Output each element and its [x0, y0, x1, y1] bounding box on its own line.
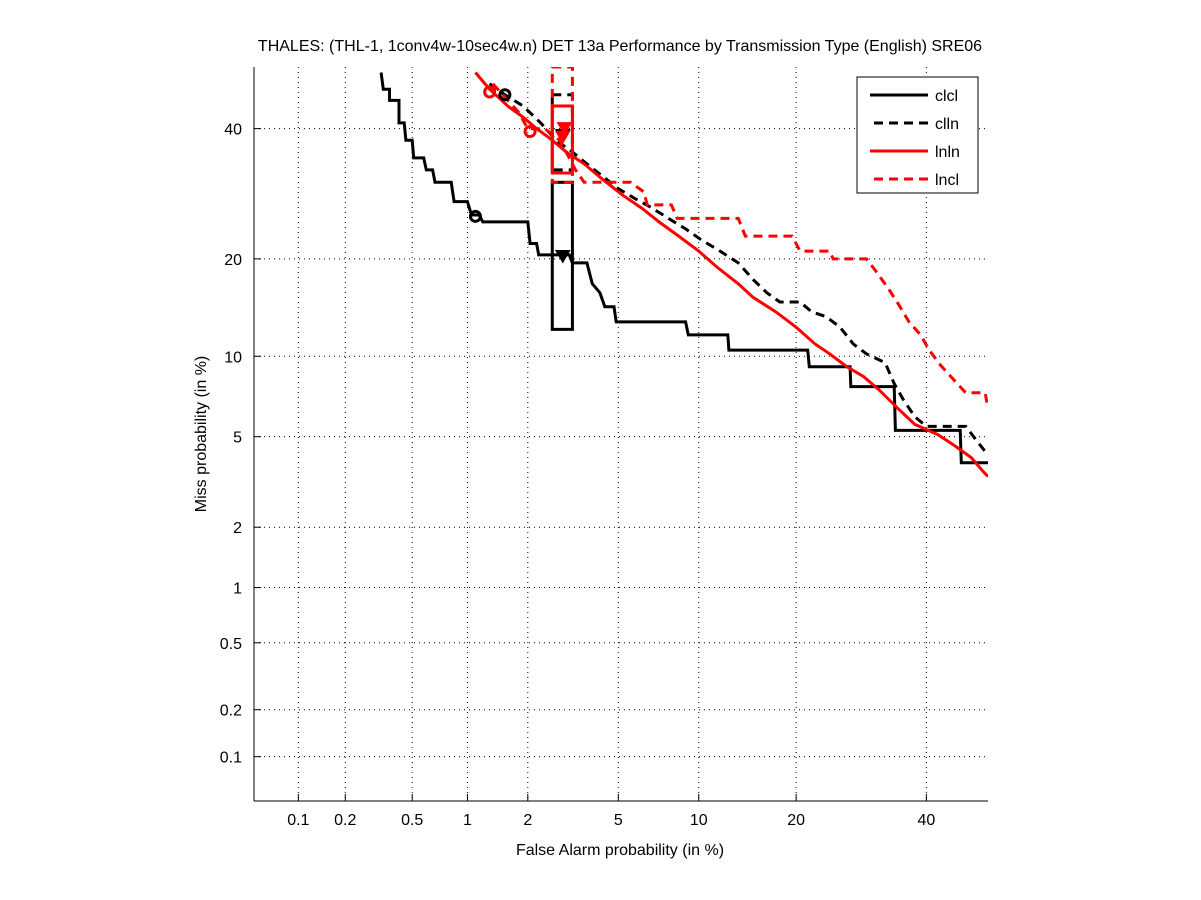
- y-tick-label: 0.1: [220, 750, 242, 767]
- det-curve-clln: [488, 82, 988, 457]
- x-tick-label: 1: [463, 812, 472, 829]
- markers: [468, 85, 573, 264]
- min-dcf-marker-lnln: [483, 85, 497, 99]
- min-dcf-marker-lncl: [523, 125, 537, 139]
- chart-title: THALES: (THL-1, 1conv4w-10sec4w.n) DET 1…: [258, 38, 982, 55]
- legend-label-clln: clln: [935, 116, 959, 133]
- legend: clcl clln lnln lncl: [856, 76, 979, 194]
- y-tick-label: 2: [233, 520, 242, 537]
- y-tick-label: 10: [224, 349, 242, 366]
- y-tick-label: 40: [224, 122, 242, 139]
- act-dcf-marker-lncl: [556, 122, 573, 136]
- legend-label-clcl: clcl: [935, 88, 958, 105]
- min-dcf-marker-clcl: [468, 209, 482, 223]
- x-tick-label: 0.1: [287, 812, 309, 829]
- det-curve-lncl: [491, 82, 988, 403]
- x-axis-label: False Alarm probability (in %): [516, 842, 724, 859]
- y-tick-label: 1: [233, 581, 242, 598]
- y-tick-label: 20: [224, 252, 242, 269]
- legend-label-lncl: lncl: [935, 172, 959, 189]
- y-axis-ticks: 0.1 0.2 0.5 1 2 5 10 20 40: [220, 122, 261, 767]
- curves: [379, 67, 988, 478]
- x-tick-label: 20: [787, 812, 805, 829]
- min-dcf-marker-clln: [498, 88, 512, 102]
- y-tick-label: 0.5: [220, 636, 242, 653]
- x-tick-label: 40: [917, 812, 935, 829]
- x-tick-label: 5: [614, 812, 623, 829]
- x-tick-label: 0.5: [401, 812, 423, 829]
- x-tick-label: 10: [690, 812, 708, 829]
- confidence-box-lncl: [550, 67, 574, 184]
- legend-label-lnln: lnln: [935, 144, 960, 161]
- y-axis-label: Miss probability (in %): [193, 356, 210, 512]
- y-tick-label: 5: [233, 430, 242, 447]
- det-curve-clcl: [379, 72, 988, 465]
- x-tick-label: 0.2: [334, 812, 356, 829]
- act-dcf-marker-clcl: [554, 250, 571, 264]
- x-tick-label: 2: [523, 812, 532, 829]
- x-axis-ticks: 0.1 0.2 0.5 1 2 5 10 20 40: [287, 794, 935, 829]
- y-tick-label: 0.2: [220, 703, 242, 720]
